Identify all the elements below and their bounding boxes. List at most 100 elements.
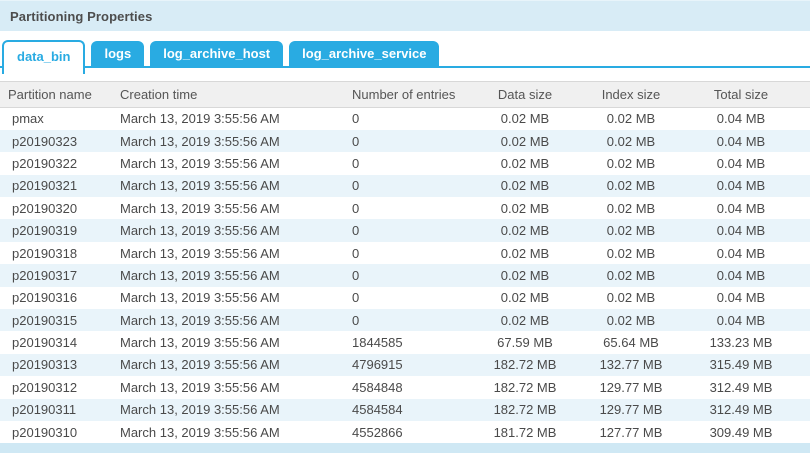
table-row[interactable]: p20190321March 13, 2019 3:55:56 AM00.02 … xyxy=(0,175,810,197)
cell-data-size: 0.02 MB xyxy=(460,175,590,197)
cell-total-size: 0.04 MB xyxy=(672,197,810,219)
table-row[interactable]: p20190317March 13, 2019 3:55:56 AM00.02 … xyxy=(0,264,810,286)
cell-index-size: 127.77 MB xyxy=(590,421,672,443)
table-row[interactable]: p20190320March 13, 2019 3:55:56 AM00.02 … xyxy=(0,197,810,219)
cell-total-size: 0.04 MB xyxy=(672,309,810,331)
cell-partition-name: p20190322 xyxy=(0,152,110,174)
cell-data-size: 0.02 MB xyxy=(460,264,590,286)
cell-entries: 4584848 xyxy=(340,376,460,398)
cell-data-size: 0.02 MB xyxy=(460,287,590,309)
panel-title: Partitioning Properties xyxy=(10,9,152,24)
cell-total-size: 312.49 MB xyxy=(672,376,810,398)
cell-entries: 4552866 xyxy=(340,421,460,443)
cell-data-size: 0.02 MB xyxy=(460,152,590,174)
tab-data_bin[interactable]: data_bin xyxy=(2,40,85,74)
table-row[interactable]: p20190314March 13, 2019 3:55:56 AM184458… xyxy=(0,331,810,353)
cell-entries: 0 xyxy=(340,309,460,331)
cell-index-size: 0.02 MB xyxy=(590,130,672,152)
cell-partition-name: p20190316 xyxy=(0,287,110,309)
cell-creation-time: March 13, 2019 3:55:56 AM xyxy=(110,264,340,286)
cell-partition-name: p20190310 xyxy=(0,421,110,443)
cell-partition-name: p20190312 xyxy=(0,376,110,398)
table-row[interactable]: pmaxMarch 13, 2019 3:55:56 AM00.02 MB0.0… xyxy=(0,108,810,130)
cell-data-size: 181.72 MB xyxy=(460,421,590,443)
cell-partition-name: p20190314 xyxy=(0,331,110,353)
cell-index-size: 129.77 MB xyxy=(590,399,672,421)
table-row[interactable]: p20190316March 13, 2019 3:55:56 AM00.02 … xyxy=(0,287,810,309)
cell-entries: 0 xyxy=(340,152,460,174)
cell-index-size: 129.77 MB xyxy=(590,376,672,398)
cell-index-size: 0.02 MB xyxy=(590,175,672,197)
cell-creation-time: March 13, 2019 3:55:56 AM xyxy=(110,175,340,197)
col-header-index-size: Index size xyxy=(590,82,672,108)
cell-entries: 4584584 xyxy=(340,399,460,421)
tab-log_archive_service[interactable]: log_archive_service xyxy=(289,41,439,67)
cell-index-size: 0.02 MB xyxy=(590,287,672,309)
tab-logs[interactable]: logs xyxy=(91,41,144,67)
col-header-number-of-entries: Number of entries xyxy=(340,82,460,108)
cell-data-size: 67.59 MB xyxy=(460,331,590,353)
cell-index-size: 0.02 MB xyxy=(590,264,672,286)
cell-partition-name: p20190317 xyxy=(0,264,110,286)
col-header-data-size: Data size xyxy=(460,82,590,108)
cell-partition-name: p20190323 xyxy=(0,130,110,152)
cell-creation-time: March 13, 2019 3:55:56 AM xyxy=(110,242,340,264)
cell-entries: 4796915 xyxy=(340,354,460,376)
cell-data-size: 0.02 MB xyxy=(460,219,590,241)
cell-index-size: 0.02 MB xyxy=(590,219,672,241)
cell-total-size: 0.04 MB xyxy=(672,264,810,286)
cell-total-size: 0.04 MB xyxy=(672,175,810,197)
table-row[interactable]: p20190312March 13, 2019 3:55:56 AM458484… xyxy=(0,376,810,398)
cell-partition-name: p20190319 xyxy=(0,219,110,241)
col-header-partition-name: Partition name xyxy=(0,82,110,108)
col-header-creation-time: Creation time xyxy=(110,82,340,108)
cell-creation-time: March 13, 2019 3:55:56 AM xyxy=(110,287,340,309)
cell-index-size: 0.02 MB xyxy=(590,152,672,174)
partial-next-row xyxy=(0,443,810,453)
cell-entries: 0 xyxy=(340,175,460,197)
cell-data-size: 182.72 MB xyxy=(460,354,590,376)
cell-creation-time: March 13, 2019 3:55:56 AM xyxy=(110,399,340,421)
cell-entries: 0 xyxy=(340,219,460,241)
cell-entries: 0 xyxy=(340,264,460,286)
col-header-total-size: Total size xyxy=(672,82,810,108)
cell-total-size: 312.49 MB xyxy=(672,399,810,421)
cell-creation-time: March 13, 2019 3:55:56 AM xyxy=(110,219,340,241)
table-row[interactable]: p20190315March 13, 2019 3:55:56 AM00.02 … xyxy=(0,309,810,331)
cell-partition-name: p20190315 xyxy=(0,309,110,331)
cell-creation-time: March 13, 2019 3:55:56 AM xyxy=(110,152,340,174)
cell-entries: 1844585 xyxy=(340,331,460,353)
cell-index-size: 0.02 MB xyxy=(590,242,672,264)
table-row[interactable]: p20190318March 13, 2019 3:55:56 AM00.02 … xyxy=(0,242,810,264)
cell-partition-name: p20190320 xyxy=(0,197,110,219)
cell-creation-time: March 13, 2019 3:55:56 AM xyxy=(110,354,340,376)
cell-partition-name: p20190321 xyxy=(0,175,110,197)
cell-creation-time: March 13, 2019 3:55:56 AM xyxy=(110,108,340,130)
table-row[interactable]: p20190319March 13, 2019 3:55:56 AM00.02 … xyxy=(0,219,810,241)
cell-entries: 0 xyxy=(340,197,460,219)
cell-data-size: 0.02 MB xyxy=(460,242,590,264)
cell-total-size: 0.04 MB xyxy=(672,242,810,264)
cell-partition-name: pmax xyxy=(0,108,110,130)
cell-total-size: 0.04 MB xyxy=(672,130,810,152)
table-header-row: Partition name Creation time Number of e… xyxy=(0,82,810,108)
table-row[interactable]: p20190322March 13, 2019 3:55:56 AM00.02 … xyxy=(0,152,810,174)
cell-data-size: 0.02 MB xyxy=(460,309,590,331)
cell-partition-name: p20190313 xyxy=(0,354,110,376)
cell-partition-name: p20190311 xyxy=(0,399,110,421)
table-row[interactable]: p20190323March 13, 2019 3:55:56 AM00.02 … xyxy=(0,130,810,152)
cell-creation-time: March 13, 2019 3:55:56 AM xyxy=(110,309,340,331)
cell-total-size: 0.04 MB xyxy=(672,287,810,309)
cell-entries: 0 xyxy=(340,242,460,264)
cell-entries: 0 xyxy=(340,130,460,152)
table-row[interactable]: p20190310March 13, 2019 3:55:56 AM455286… xyxy=(0,421,810,443)
cell-index-size: 0.02 MB xyxy=(590,309,672,331)
cell-index-size: 0.02 MB xyxy=(590,197,672,219)
cell-creation-time: March 13, 2019 3:55:56 AM xyxy=(110,421,340,443)
panel-header: Partitioning Properties xyxy=(0,0,810,31)
tab-log_archive_host[interactable]: log_archive_host xyxy=(150,41,283,67)
cell-index-size: 0.02 MB xyxy=(590,108,672,130)
table-row[interactable]: p20190311March 13, 2019 3:55:56 AM458458… xyxy=(0,399,810,421)
table-row[interactable]: p20190313March 13, 2019 3:55:56 AM479691… xyxy=(0,354,810,376)
cell-partition-name: p20190318 xyxy=(0,242,110,264)
